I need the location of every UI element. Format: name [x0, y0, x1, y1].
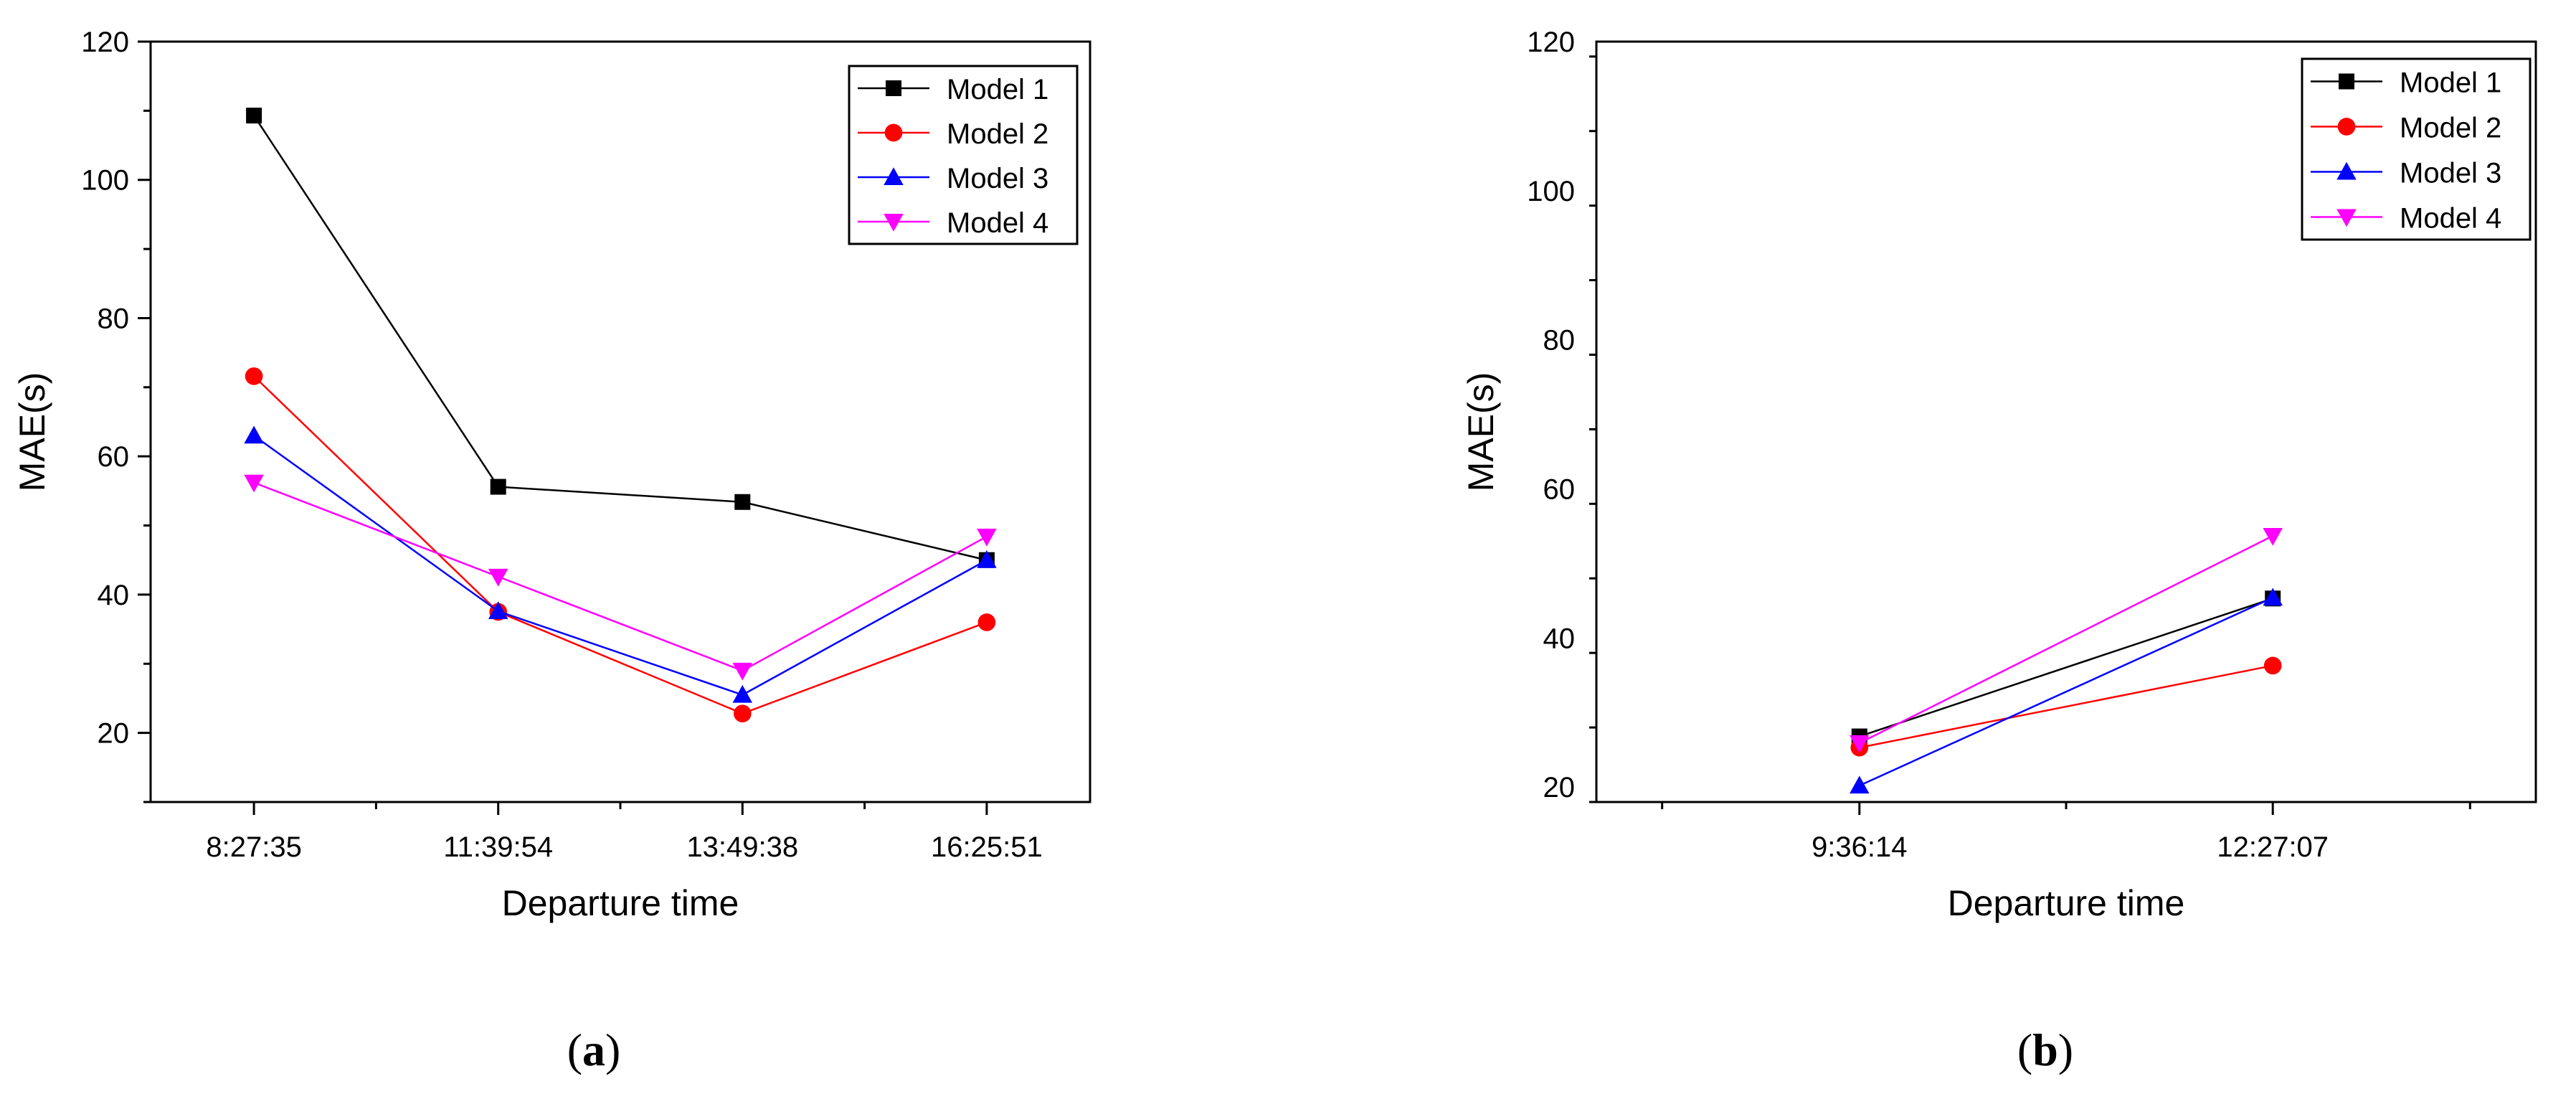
chart-b-caption: (b) [2017, 1024, 2073, 1075]
chart-a-data-point [245, 367, 263, 385]
chart-b-series-line [1859, 598, 2273, 737]
chart-a-caption: (a) [567, 1024, 621, 1075]
chart-a-y-tick-label: 80 [98, 303, 130, 334]
chart-b-series-line [1859, 664, 2273, 749]
chart-a-data-point [488, 601, 508, 620]
chart-b-legend-label: Model 2 [2400, 113, 2501, 144]
chart-a-legend-swatch-marker [884, 214, 904, 232]
chart-b-series-4 [1850, 528, 2283, 753]
chart-a-data-point [488, 568, 508, 587]
chart-a-data-point [734, 494, 751, 510]
chart-a-data-point [732, 684, 753, 703]
chart-a-data-point [490, 478, 506, 495]
chart-a-data-point [244, 425, 264, 444]
chart-a-legend-label: Model 3 [947, 163, 1048, 194]
chart-a-data-point [732, 662, 753, 681]
chart-a-series-line [253, 481, 988, 672]
chart-a-caption-letter: a [582, 1024, 605, 1075]
chart-b-legend-swatch-marker [2337, 118, 2356, 136]
chart-a-y-tick-label: 20 [98, 718, 130, 750]
chart-b-series-2 [1850, 656, 2282, 757]
chart-a-legend: Model 1 Model 2 Model 3 Model 4 [848, 65, 1079, 245]
chart-b-series-1 [1851, 590, 2281, 745]
chart-b-legend-swatch-marker [2336, 161, 2357, 180]
chart-b-legend-swatch-marker [2336, 209, 2357, 227]
chart-a-legend-swatch-marker [884, 123, 903, 142]
chart-b-data-point [2263, 528, 2283, 546]
chart-b-x-axis-label: Departure time [1948, 883, 2185, 923]
chart-b-x-tick-label: 12:27:07 [2217, 831, 2329, 863]
chart-a-legend-label: Model 2 [947, 118, 1048, 150]
chart-a-data-point [977, 613, 996, 631]
chart-b-legend-label: Model 3 [2400, 158, 2501, 189]
chart-b-data-point [1850, 735, 1870, 753]
chart-a: 20 40 60 80 100 120 8:27:35 11:39:54 13:49:38 16:… [12, 27, 1092, 1075]
chart-b-y-axis-label: MAE(s) [1461, 372, 1501, 492]
chart-a-series-1 [246, 108, 995, 568]
chart-a-data-point [977, 528, 997, 547]
chart-a-y-tick-label: 40 [98, 580, 130, 611]
chart-a-x-tick-label: 16:25:51 [931, 831, 1043, 863]
chart-b-y-tick-label: 80 [1543, 325, 1576, 357]
chart-b-x-tick-label: 9:36:14 [1812, 831, 1907, 863]
chart-a-y-axis-label: MAE(s) [12, 372, 52, 492]
chart-b-y-tick-label: 60 [1543, 474, 1576, 506]
chart-a-y-tick-label: 60 [98, 441, 130, 473]
chart-a-y-tick-label: 100 [81, 165, 129, 197]
chart-b-series-line [1859, 597, 2273, 787]
chart-b-legend-label: Model 1 [2400, 67, 2501, 99]
chart-a-x-tick-label: 11:39:54 [443, 831, 553, 863]
chart-a-series-3 [244, 425, 997, 703]
chart-b-data-point [2263, 656, 2282, 675]
chart-a-caption-close-paren: ) [605, 1024, 620, 1075]
chart-a-legend-swatch-marker [884, 167, 904, 185]
chart-a-series-line [253, 375, 988, 714]
chart-a-data-point [733, 704, 752, 722]
chart-b-data-point [2263, 588, 2283, 606]
chart-b-y-tick-label: 120 [1527, 27, 1575, 58]
chart-a-x-axis-label: Departure time [502, 883, 739, 923]
chart-b-caption-open-paren: ( [2017, 1024, 2032, 1075]
chart-b-y-tick-label: 100 [1527, 176, 1575, 207]
chart-a-legend-swatch-marker [886, 80, 901, 96]
chart-a-series-line [253, 435, 988, 696]
chart-b-y-tick-label: 20 [1543, 772, 1576, 803]
chart-b: 20 40 60 80 100 120 9:36:14 12:27:07 Departure t… [1461, 27, 2537, 1075]
chart-b-caption-close-paren: ) [2058, 1024, 2073, 1075]
chart-a-legend-label: Model 1 [947, 74, 1048, 105]
chart-b-legend-swatch-marker [2339, 73, 2354, 90]
chart-a-data-point [977, 550, 997, 568]
chart-b-series-3 [1850, 588, 2283, 794]
chart-a-data-point [244, 474, 264, 493]
chart-a-x-tick-label: 8:27:35 [206, 831, 301, 863]
chart-a-x-tick-label: 13:49:38 [686, 831, 798, 863]
chart-b-y-tick-label: 40 [1543, 623, 1576, 654]
chart-a-caption-open-paren: ( [567, 1024, 582, 1075]
chart-a-data-point [246, 108, 262, 124]
chart-a-series-line [253, 115, 988, 561]
chart-a-legend-label: Model 4 [947, 207, 1048, 239]
chart-b-caption-letter: b [2032, 1024, 2058, 1075]
chart-b-data-point [1850, 775, 1870, 794]
chart-a-series-2 [245, 367, 996, 722]
chart-b-legend-label: Model 4 [2400, 203, 2501, 235]
chart-b-legend: Model 1 Model 2 Model 3 Model 4 [2301, 57, 2532, 241]
chart-a-y-tick-label: 120 [81, 27, 129, 58]
chart-a-series-4 [244, 474, 997, 681]
chart-b-series-line [1859, 534, 2273, 745]
